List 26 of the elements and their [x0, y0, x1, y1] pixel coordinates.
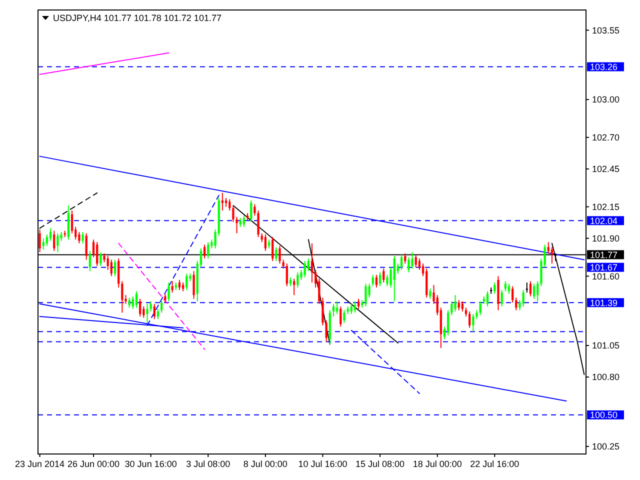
y-tick-label: 102.45	[592, 164, 620, 174]
x-tick-label: 3 Jul 08:00	[186, 459, 230, 469]
ref-line-label: 101.39	[590, 298, 618, 308]
x-tick-label: 10 Jul 16:00	[298, 459, 348, 469]
ref-line-label: 100.50	[590, 410, 618, 420]
y-tick-label: 101.90	[592, 233, 620, 244]
y-tick-label: 103.00	[592, 94, 620, 105]
y-tick-label: 102.15	[592, 202, 620, 212]
chart-title: USDJPY,H4 101.77 101.78 101.72 101.77	[53, 13, 222, 23]
x-tick-label: 22 Jul 16:00	[470, 459, 520, 469]
x-tick-label: 15 Jul 08:00	[356, 459, 405, 469]
y-tick-label: 101.05	[592, 340, 620, 351]
y-tick-label: 102.70	[592, 132, 620, 143]
ref-line-label: 101.67	[590, 262, 618, 272]
y-tick-label: 100.80	[592, 372, 620, 382]
ref-line-label: 102.04	[590, 216, 618, 226]
ref-line-label: 101.77	[590, 250, 618, 260]
x-tick-label: 18 Jul 00:00	[412, 459, 462, 469]
x-tick-label: 26 Jun 00:00	[67, 459, 120, 469]
y-tick-label: 103.55	[592, 25, 620, 36]
ref-line-label: 103.26	[590, 62, 618, 72]
x-tick-label: 30 Jun 16:00	[124, 459, 177, 469]
y-tick-label: 100.25	[592, 442, 620, 452]
x-tick-label: 8 Jul 00:00	[243, 459, 288, 469]
y-tick-label: 101.60	[592, 271, 620, 282]
x-tick-label: 23 Jun 2014	[15, 459, 65, 469]
